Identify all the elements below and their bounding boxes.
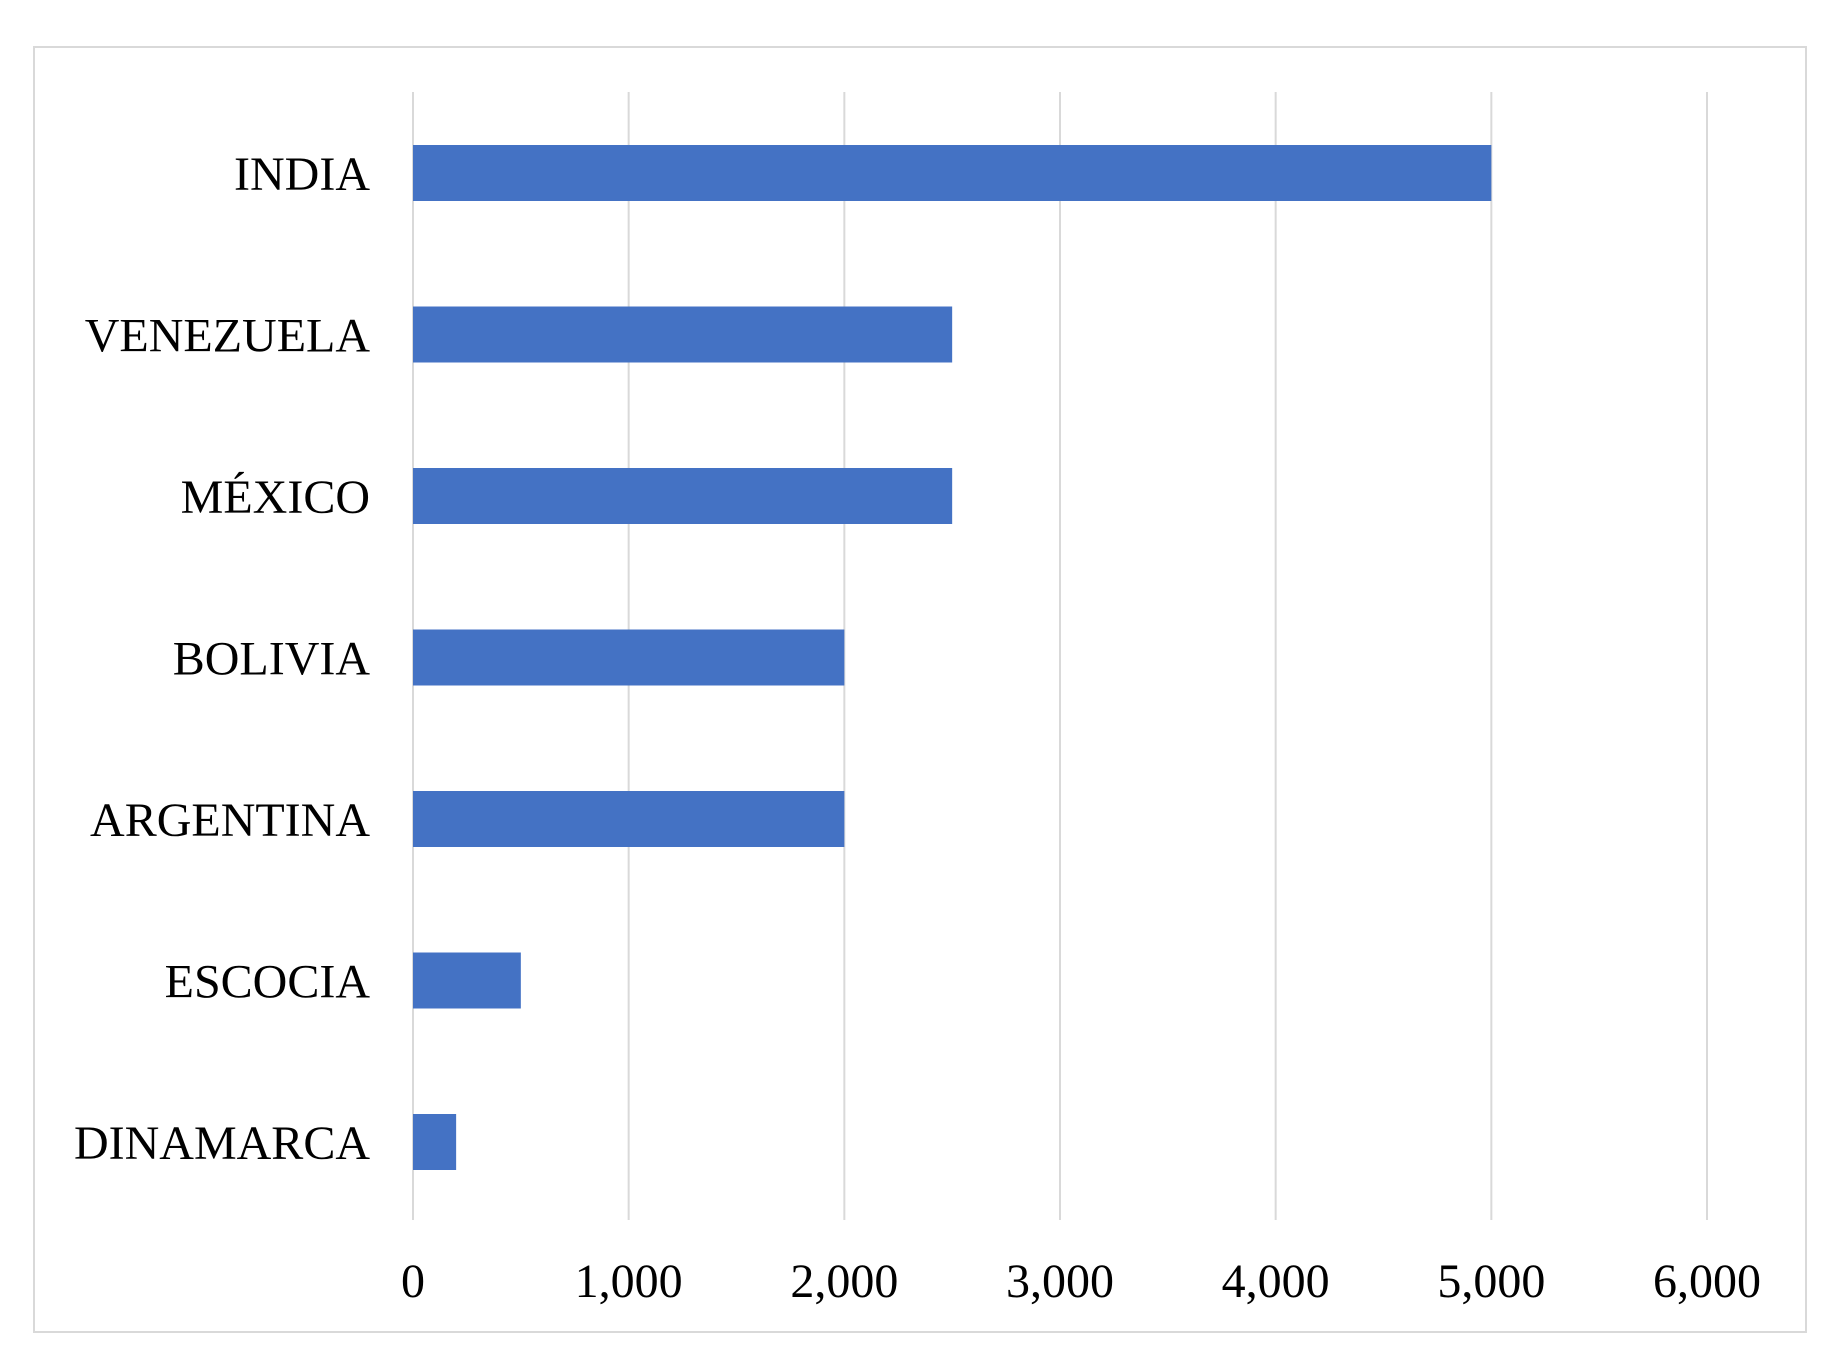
bar-india — [413, 145, 1492, 201]
x-tick-label: 5,000 — [1437, 1255, 1545, 1308]
bar-bolivia — [413, 629, 845, 686]
category-labels: INDIA VENEZUELA MÉXICO BOLIVIA ARGENTINA ESCO… — [74, 148, 370, 1170]
grid-lines — [412, 92, 1708, 1220]
x-axis-tick-labels: 0 1,000 2,000 3,000 4,000 5,000 6,000 — [401, 1255, 1761, 1308]
x-tick-label: 0 — [401, 1255, 425, 1308]
bar-escocia — [413, 952, 521, 1009]
chart-frame — [33, 46, 1807, 1333]
category-label: INDIA — [234, 148, 370, 201]
x-tick-label: 2,000 — [790, 1255, 898, 1308]
bar-dinamarca — [413, 1114, 457, 1170]
category-label: VENEZUELA — [85, 310, 371, 363]
x-tick-label: 6,000 — [1653, 1255, 1761, 1308]
bars — [413, 145, 1492, 1170]
x-tick-label: 3,000 — [1006, 1255, 1114, 1308]
bar-méxico — [413, 468, 953, 524]
bar-venezuela — [413, 306, 953, 363]
category-label: MÉXICO — [181, 471, 370, 524]
x-tick-label: 4,000 — [1222, 1255, 1330, 1308]
category-label: DINAMARCA — [74, 1117, 370, 1170]
bar-argentina — [413, 791, 845, 847]
category-label: ESCOCIA — [165, 956, 371, 1009]
x-tick-label: 1,000 — [575, 1255, 683, 1308]
category-label: BOLIVIA — [173, 633, 371, 686]
category-label: ARGENTINA — [90, 794, 370, 847]
